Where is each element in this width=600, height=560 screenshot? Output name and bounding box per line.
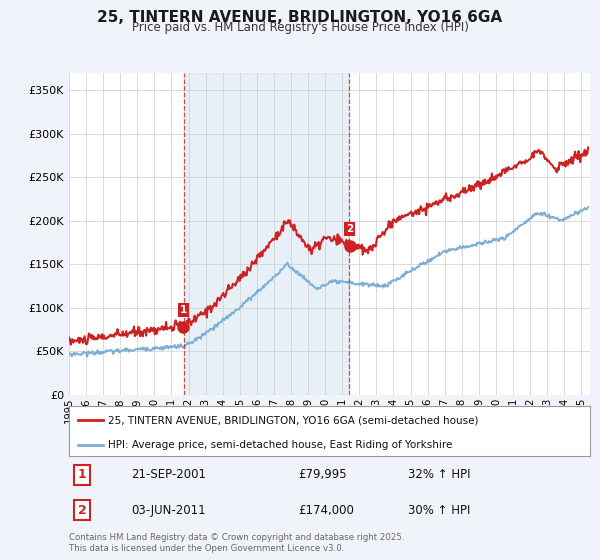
Text: 30% ↑ HPI: 30% ↑ HPI [407,503,470,516]
Text: Contains HM Land Registry data © Crown copyright and database right 2025.
This d: Contains HM Land Registry data © Crown c… [69,533,404,553]
Text: 2: 2 [346,225,353,234]
Text: Price paid vs. HM Land Registry's House Price Index (HPI): Price paid vs. HM Land Registry's House … [131,21,469,34]
Text: 21-SEP-2001: 21-SEP-2001 [131,468,206,481]
Text: 2: 2 [77,503,86,516]
Text: 03-JUN-2011: 03-JUN-2011 [131,503,206,516]
Text: 25, TINTERN AVENUE, BRIDLINGTON, YO16 6GA: 25, TINTERN AVENUE, BRIDLINGTON, YO16 6G… [97,10,503,25]
Bar [184,73,349,395]
Text: 25, TINTERN AVENUE, BRIDLINGTON, YO16 6GA (semi-detached house): 25, TINTERN AVENUE, BRIDLINGTON, YO16 6G… [108,415,479,425]
Text: £174,000: £174,000 [298,503,354,516]
Text: HPI: Average price, semi-detached house, East Riding of Yorkshire: HPI: Average price, semi-detached house,… [108,440,452,450]
Text: 1: 1 [180,305,187,315]
Text: £79,995: £79,995 [298,468,347,481]
Text: 32% ↑ HPI: 32% ↑ HPI [407,468,470,481]
Text: 1: 1 [77,468,86,481]
